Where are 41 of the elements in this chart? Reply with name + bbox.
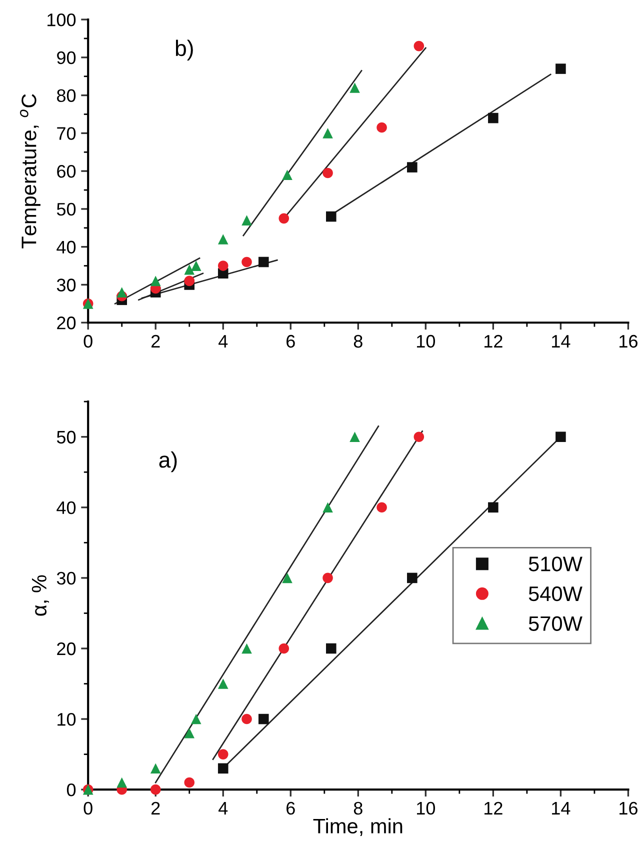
y-axis-title: α, % <box>32 575 49 616</box>
y-tick-label: 20 <box>57 642 76 656</box>
x-tick-label: 8 <box>354 334 362 348</box>
y-axis-title: Temperature, $^{o}$C <box>20 94 40 248</box>
x-tick-label: 8 <box>354 802 362 815</box>
x-axis-title: Time, min <box>313 818 402 836</box>
x-tick-label: 4 <box>218 335 228 348</box>
x-tick-label: 10 <box>417 334 435 348</box>
x-tick-label: 4 <box>218 802 228 814</box>
y-tick-label: 60 <box>57 165 76 178</box>
y-tick-label: 100 <box>48 13 76 26</box>
x-tick-label: 16 <box>620 334 638 348</box>
x-tick-label: 10 <box>417 802 435 815</box>
y-tick-label: 50 <box>56 202 76 216</box>
legend-label: 540W <box>528 586 582 602</box>
y-tick-label: 10 <box>58 712 76 726</box>
y-tick-label: 80 <box>56 89 76 102</box>
annotation: a) <box>159 451 177 472</box>
x-tick-label: 12 <box>484 334 502 348</box>
y-tick-label: 70 <box>57 127 76 140</box>
x-tick-label: 2 <box>151 802 160 814</box>
x-tick-label: 14 <box>552 802 570 814</box>
y-tick-label: 40 <box>56 240 76 254</box>
x-tick-label: 0 <box>84 334 92 348</box>
legend-label: 570W <box>528 616 582 632</box>
y-tick-label: 30 <box>56 572 76 585</box>
y-tick-label: 0 <box>66 784 76 796</box>
y-tick-label: 30 <box>56 278 76 292</box>
x-tick-label: 0 <box>84 802 92 815</box>
annotation: b) <box>176 40 193 60</box>
x-tick-label: 14 <box>552 335 570 348</box>
x-tick-label: 16 <box>620 802 638 815</box>
y-tick-label: 90 <box>57 51 76 64</box>
x-tick-label: 6 <box>286 334 295 348</box>
y-tick-label: 40 <box>56 501 76 514</box>
x-tick-label: 2 <box>151 334 160 348</box>
x-tick-label: 12 <box>484 802 502 814</box>
x-tick-label: 6 <box>286 802 295 815</box>
y-tick-label: 20 <box>57 316 76 330</box>
y-tick-label: 50 <box>56 430 76 444</box>
legend-label: 510W <box>528 556 582 572</box>
